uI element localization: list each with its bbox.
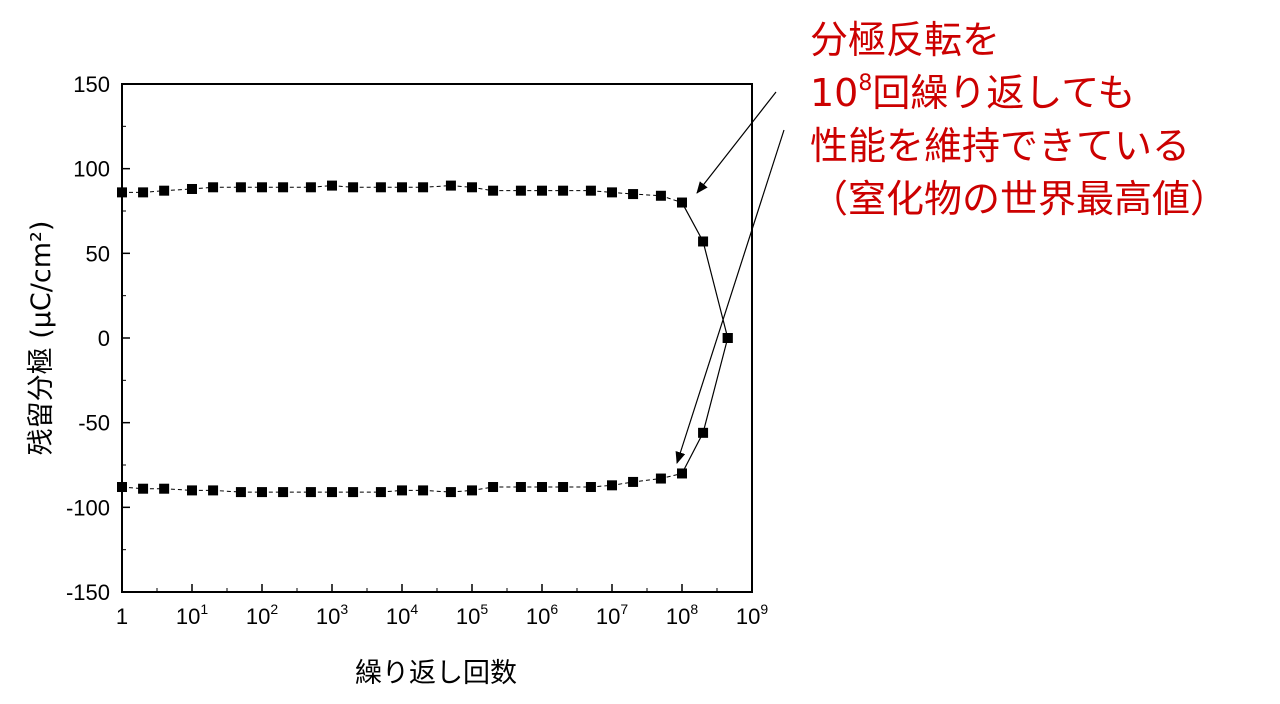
annotation-line-2: 108回繰り返しても: [810, 67, 1228, 120]
x-tick-label: 107: [596, 601, 628, 629]
y-tick-label: -50: [78, 411, 110, 436]
y-tick-label: 0: [98, 326, 110, 351]
arrow-layer: [675, 91, 785, 464]
y-tick-label: -150: [66, 580, 110, 605]
series-1-point: [327, 180, 337, 191]
y-tick-label: 100: [73, 157, 110, 182]
series-2-point: [445, 487, 456, 498]
series-1-point: [187, 183, 197, 194]
series-2-point: [698, 427, 709, 438]
series-2-point: [208, 485, 219, 496]
y-axis-label: 残留分極 (µC/cm²): [26, 221, 57, 456]
series-2-point: [558, 482, 569, 493]
series-1-point: [677, 197, 687, 208]
series-1-point: [117, 187, 127, 198]
series-2-point: [397, 485, 407, 496]
series-2-point: [327, 487, 337, 498]
series-1-point: [348, 182, 359, 193]
series-1-point: [655, 190, 666, 201]
series-2-point: [235, 487, 246, 498]
x-tick-label: 108: [666, 601, 698, 629]
series-2-point: [515, 482, 526, 493]
series-1-point: [515, 185, 526, 196]
series-2-point: [722, 333, 733, 343]
series-2-point: [375, 487, 386, 498]
x-tick-label: 109: [736, 601, 768, 629]
series-1-point: [445, 180, 456, 191]
series-2-point: [655, 473, 666, 484]
x-tick-label: 106: [526, 601, 558, 629]
plot-frame-layer: [121, 83, 753, 593]
series-1-point: [305, 182, 316, 193]
series-1-point: [585, 185, 596, 196]
plot-frame: [121, 83, 753, 593]
series-2-point: [677, 468, 687, 479]
series-1-point: [235, 182, 246, 193]
x-tick-label: 103: [316, 601, 348, 629]
y-tick-label: 50: [86, 241, 110, 266]
annotation-line-4: （窒化物の世界最高値）: [810, 177, 1229, 221]
x-tick-label: 105: [456, 601, 488, 629]
annotation-line-2-base: 10: [810, 71, 859, 115]
annotation-text: 分極反転を 108回繰り返しても 性能を維持できている （窒化物の世界最高値）: [810, 14, 1228, 226]
series-1-point: [208, 182, 219, 193]
series-1-point: [558, 185, 569, 196]
series-1-point: [397, 182, 407, 193]
x-tick-label: 1: [116, 604, 128, 629]
series-2-point: [348, 487, 359, 498]
series-2-point: [278, 487, 289, 498]
series-1-point: [607, 187, 617, 198]
series-1-point: [375, 182, 386, 193]
series-1-point: [257, 182, 267, 193]
series-2-point: [117, 482, 127, 493]
annotation-arrow-lower: [675, 129, 785, 464]
annotation-line-2-exp: 8: [858, 71, 873, 96]
series-layer: [117, 180, 733, 498]
series-1-point: [467, 182, 477, 193]
series-1-point: [698, 236, 709, 247]
series-2-point: [628, 476, 639, 487]
series-2-point: [467, 485, 477, 496]
series-2-point: [305, 487, 316, 498]
series-1-point: [488, 185, 499, 196]
series-2-point: [607, 480, 617, 491]
series-1-point: [418, 182, 429, 193]
series-2-point: [159, 483, 170, 494]
x-tick-label: 101: [176, 601, 208, 629]
series-2-point: [138, 483, 149, 494]
series-1-point: [537, 185, 547, 196]
series-2-solid-line: [681, 337, 729, 474]
annotation-line-2-rest: 回繰り返しても: [872, 71, 1136, 115]
annotation-line-1: 分極反転を: [810, 18, 1001, 62]
series-2-point: [257, 487, 267, 498]
x-tick-label: 104: [386, 601, 418, 629]
series-2-point: [488, 482, 499, 493]
series-2-point: [537, 482, 547, 493]
series-1-point: [138, 187, 149, 198]
annotation-line-3: 性能を維持できている: [810, 124, 1191, 168]
series-2-point: [187, 485, 197, 496]
series-1-solid-line: [681, 202, 729, 339]
series-1-point: [628, 189, 639, 200]
y-tick-label: -100: [66, 495, 110, 520]
series-1-point: [159, 185, 170, 196]
y-tick-label: 150: [73, 72, 110, 97]
annotation-arrow-upper: [696, 91, 777, 194]
x-axis-label: 繰り返し回数: [355, 658, 517, 689]
series-1-point: [278, 182, 289, 193]
series-2-point: [585, 482, 596, 493]
x-tick-label: 102: [246, 601, 278, 629]
series-2-point: [418, 485, 429, 496]
